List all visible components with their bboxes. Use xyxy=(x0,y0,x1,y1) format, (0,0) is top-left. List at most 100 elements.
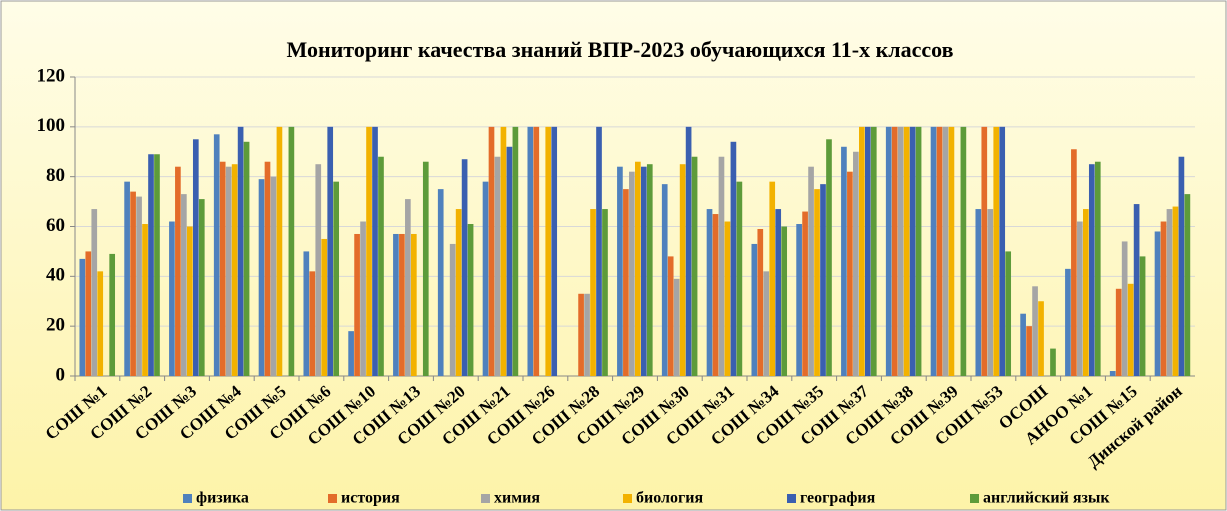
bar xyxy=(1005,251,1012,376)
bar xyxy=(372,126,378,376)
bar xyxy=(231,164,238,376)
bar xyxy=(736,181,743,376)
bar xyxy=(596,126,602,376)
bar xyxy=(422,161,429,376)
bar xyxy=(578,293,584,376)
bar xyxy=(1032,286,1038,376)
bar xyxy=(679,164,686,376)
bar xyxy=(494,156,501,376)
bar xyxy=(455,209,462,376)
legend-label: химия xyxy=(494,490,540,507)
bar xyxy=(225,166,232,376)
bar xyxy=(629,171,635,376)
bar xyxy=(864,126,871,376)
bar xyxy=(327,126,334,376)
bar xyxy=(814,189,820,376)
bar xyxy=(1166,209,1173,376)
bar xyxy=(1133,204,1140,376)
bar xyxy=(309,271,316,376)
bar xyxy=(590,209,596,376)
bar xyxy=(1094,161,1101,376)
y-tick-label: 40 xyxy=(46,265,65,286)
y-tick-label: 60 xyxy=(46,215,65,236)
bar xyxy=(1121,241,1128,376)
bar xyxy=(449,243,456,376)
y-tick-label: 100 xyxy=(37,115,66,136)
bar xyxy=(258,179,265,376)
y-tick-label: 20 xyxy=(46,315,65,336)
bar xyxy=(488,126,495,376)
bar xyxy=(378,156,384,376)
bar xyxy=(775,209,782,376)
bar xyxy=(635,161,641,376)
bar xyxy=(142,224,148,376)
bar xyxy=(1139,256,1146,376)
bar xyxy=(237,126,244,376)
y-tick-label: 0 xyxy=(56,364,66,385)
bar xyxy=(506,146,513,376)
legend-label: английский язык xyxy=(983,490,1110,507)
bar xyxy=(826,139,832,376)
legend-swatch xyxy=(183,494,192,503)
y-tick-label: 80 xyxy=(46,165,65,186)
bar xyxy=(1077,221,1083,376)
bar xyxy=(960,126,967,376)
bar xyxy=(802,211,808,376)
legend-swatch xyxy=(623,494,632,503)
bar xyxy=(730,141,737,376)
bar xyxy=(1154,231,1161,376)
bar xyxy=(891,126,898,376)
bar xyxy=(948,126,955,376)
bar xyxy=(718,156,725,376)
bar xyxy=(85,251,92,376)
bar xyxy=(213,134,220,376)
bar xyxy=(354,233,360,376)
bar xyxy=(1109,371,1116,376)
bar xyxy=(181,194,187,376)
bar xyxy=(154,154,160,376)
bar xyxy=(796,224,802,376)
bar xyxy=(512,126,519,376)
bar xyxy=(623,189,629,376)
bar xyxy=(841,146,847,376)
bar xyxy=(264,161,271,376)
bar xyxy=(685,126,692,376)
legend-swatch xyxy=(787,494,796,503)
chart-title: Мониторинг качества знаний ВПР-2023 обуч… xyxy=(286,37,953,62)
bar xyxy=(482,181,489,376)
bar xyxy=(853,151,859,376)
bar xyxy=(999,126,1006,376)
bar xyxy=(527,126,534,376)
bar xyxy=(640,166,647,376)
bar xyxy=(500,126,507,376)
legend-label: история xyxy=(341,490,400,507)
bar xyxy=(584,293,590,376)
bar xyxy=(763,271,770,376)
bar xyxy=(1088,164,1095,376)
bar xyxy=(198,199,205,376)
bar xyxy=(942,126,949,376)
bar xyxy=(1050,348,1056,376)
bar xyxy=(1127,283,1134,376)
bar xyxy=(602,209,608,376)
bar xyxy=(661,184,668,376)
bar xyxy=(981,126,988,376)
bar xyxy=(333,181,340,376)
bar xyxy=(808,166,814,376)
bar xyxy=(897,126,904,376)
bar xyxy=(667,256,674,376)
bar xyxy=(885,126,892,376)
bar xyxy=(461,159,468,376)
bar xyxy=(136,196,142,376)
bar xyxy=(348,331,354,376)
bar xyxy=(909,126,916,376)
bar xyxy=(1065,268,1071,376)
bar xyxy=(1184,194,1191,376)
legend-swatch xyxy=(481,494,490,503)
legend-swatch xyxy=(970,494,979,503)
bar xyxy=(405,199,411,376)
bar xyxy=(366,126,372,376)
bar xyxy=(903,126,910,376)
bar xyxy=(109,253,116,376)
